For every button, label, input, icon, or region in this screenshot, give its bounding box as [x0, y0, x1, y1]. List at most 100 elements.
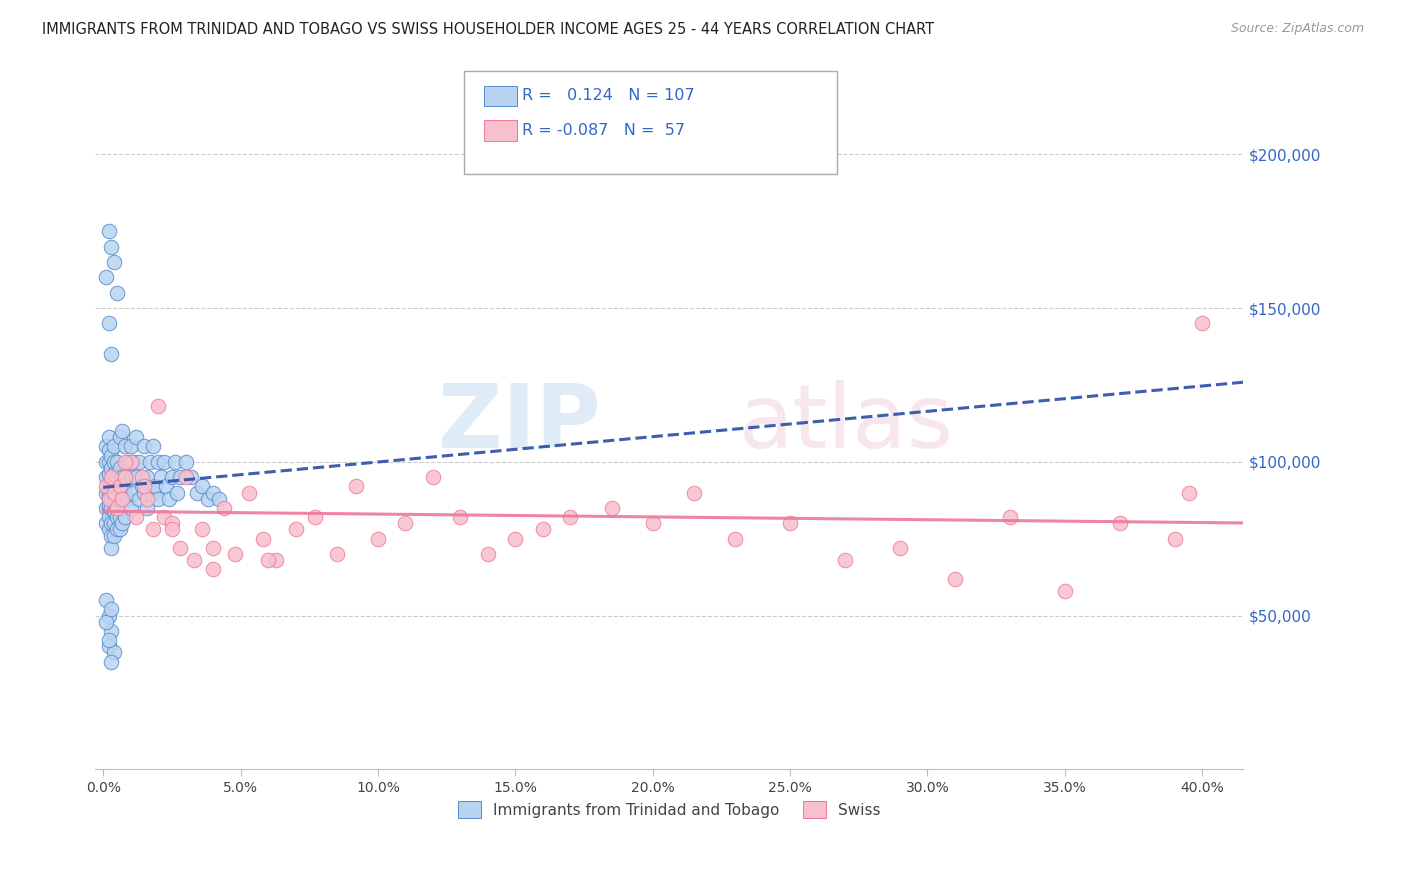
Point: [422, 470, 444, 484]
Point: [122, 485, 145, 500]
Text: Source: ZipAtlas.com: Source: ZipAtlas.com: [1230, 22, 1364, 36]
Point: [114, 479, 136, 493]
Point: [889, 541, 911, 555]
Point: [202, 485, 225, 500]
Point: [103, 516, 125, 531]
Point: [122, 455, 145, 469]
Point: [103, 485, 125, 500]
Point: [105, 500, 128, 515]
Point: [100, 449, 122, 463]
Point: [100, 473, 122, 487]
Point: [111, 491, 134, 506]
Point: [186, 485, 208, 500]
Point: [103, 455, 125, 469]
Point: [134, 485, 156, 500]
Point: [191, 523, 214, 537]
Point: [152, 510, 174, 524]
Point: [103, 470, 125, 484]
Point: [128, 491, 150, 506]
Point: [94, 516, 117, 531]
Point: [1053, 584, 1076, 599]
Point: [160, 523, 183, 537]
Point: [114, 510, 136, 524]
Point: [103, 504, 125, 518]
Point: [108, 523, 131, 537]
Point: [111, 424, 134, 438]
Point: [120, 500, 142, 515]
Point: [111, 516, 134, 531]
Legend: Immigrants from Trinidad and Tobago, Swiss: Immigrants from Trinidad and Tobago, Swi…: [453, 795, 886, 824]
Point: [97, 510, 120, 524]
Point: [94, 270, 117, 285]
Point: [531, 523, 554, 537]
Point: [142, 439, 165, 453]
Point: [160, 470, 183, 484]
Point: [146, 455, 169, 469]
Point: [367, 532, 389, 546]
Point: [160, 516, 183, 531]
Point: [202, 541, 225, 555]
Point: [505, 532, 527, 546]
Point: [108, 485, 131, 500]
Point: [284, 523, 307, 537]
Point: [100, 655, 122, 669]
Point: [108, 510, 131, 524]
Point: [125, 430, 148, 444]
Point: [97, 608, 120, 623]
Point: [202, 562, 225, 576]
Point: [97, 640, 120, 654]
Point: [134, 479, 156, 493]
Point: [224, 547, 246, 561]
Point: [97, 317, 120, 331]
Point: [94, 593, 117, 607]
Point: [174, 455, 197, 469]
Point: [207, 491, 229, 506]
Point: [136, 500, 159, 515]
Point: [560, 510, 582, 524]
Point: [97, 633, 120, 648]
Point: [94, 455, 117, 469]
Point: [97, 500, 120, 515]
Point: [94, 439, 117, 453]
Point: [257, 553, 280, 567]
Point: [131, 479, 153, 493]
Point: [103, 255, 125, 269]
Point: [125, 470, 148, 484]
Point: [169, 541, 191, 555]
Point: [97, 498, 120, 512]
Point: [174, 470, 197, 484]
Point: [146, 400, 169, 414]
Point: [108, 430, 131, 444]
Point: [114, 439, 136, 453]
Point: [114, 470, 136, 484]
Point: [103, 528, 125, 542]
Point: [100, 461, 122, 475]
Point: [197, 491, 219, 506]
Point: [97, 485, 120, 500]
Point: [145, 479, 167, 493]
Point: [142, 523, 165, 537]
Point: [252, 532, 274, 546]
Point: [105, 500, 128, 515]
Point: [100, 516, 122, 531]
Point: [100, 347, 122, 361]
Point: [1177, 485, 1199, 500]
Point: [125, 510, 148, 524]
Point: [97, 523, 120, 537]
Point: [111, 491, 134, 506]
Point: [97, 442, 120, 457]
Point: [191, 479, 214, 493]
Point: [943, 572, 966, 586]
Point: [998, 510, 1021, 524]
Text: IMMIGRANTS FROM TRINIDAD AND TOBAGO VS SWISS HOUSEHOLDER INCOME AGES 25 - 44 YEA: IMMIGRANTS FROM TRINIDAD AND TOBAGO VS S…: [42, 22, 935, 37]
Point: [105, 485, 128, 500]
Point: [157, 491, 180, 506]
Point: [266, 553, 288, 567]
Point: [120, 470, 142, 484]
Point: [169, 470, 191, 484]
Point: [97, 491, 120, 506]
Point: [94, 479, 117, 493]
Point: [1191, 317, 1213, 331]
Point: [146, 491, 169, 506]
Text: atlas: atlas: [738, 380, 953, 467]
